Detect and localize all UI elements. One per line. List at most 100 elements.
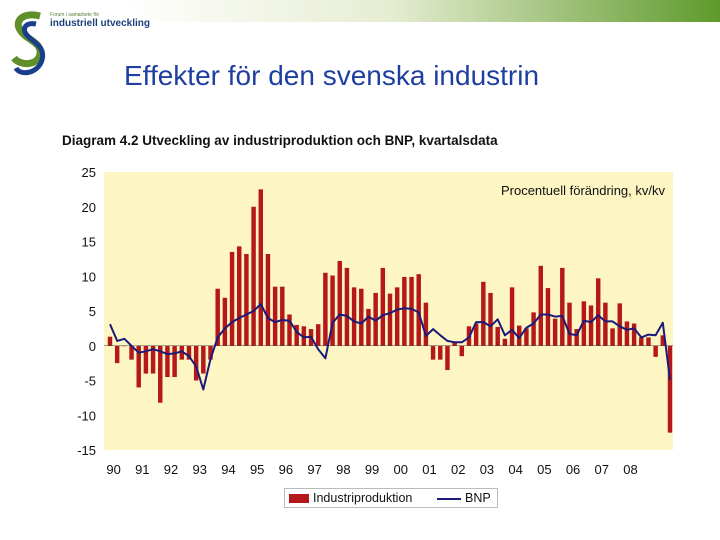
bar-industriproduktion — [624, 321, 630, 346]
x-tick-label: 92 — [164, 462, 178, 477]
x-tick-label: 07 — [595, 462, 609, 477]
bar-industriproduktion — [495, 326, 500, 346]
y-tick-label: 0 — [89, 339, 96, 354]
bar-industriproduktion — [373, 292, 378, 346]
logo-name: industriell utveckling — [50, 18, 151, 29]
bar-industriproduktion — [552, 318, 558, 346]
bar-industriproduktion — [337, 260, 342, 346]
bar-industriproduktion — [208, 345, 213, 360]
y-tick-label: 10 — [82, 269, 96, 284]
bar-industriproduktion — [222, 297, 228, 346]
y-tick-label: -5 — [84, 374, 96, 389]
bar-industriproduktion — [560, 267, 565, 346]
bar-industriproduktion — [660, 335, 666, 346]
y-tick-label: 15 — [82, 235, 96, 250]
bar-industriproduktion — [158, 345, 163, 403]
line-series-bnp — [109, 303, 671, 391]
bar-industriproduktion — [229, 251, 235, 346]
bar-industriproduktion — [430, 345, 436, 360]
bar-industriproduktion — [380, 267, 386, 346]
x-tick-label: 94 — [221, 462, 235, 477]
y-tick-label: -15 — [77, 443, 96, 458]
bar-industriproduktion — [315, 324, 321, 346]
bar-industriproduktion — [502, 338, 508, 346]
chart-annotation: Procentuell förändring, kv/kv — [501, 183, 666, 198]
bar-industriproduktion — [617, 303, 622, 346]
bar-industriproduktion — [323, 272, 328, 346]
bar-industriproduktion — [581, 301, 587, 346]
y-tick-label: 25 — [82, 165, 96, 180]
bar-industriproduktion — [473, 323, 479, 346]
bar-industriproduktion — [445, 345, 450, 371]
bar-industriproduktion — [387, 293, 393, 346]
bar-industriproduktion — [366, 308, 371, 346]
x-tick-label: 04 — [508, 462, 522, 477]
legend-label-industriproduktion: Industriproduktion — [313, 491, 413, 505]
bar-industriproduktion — [653, 345, 658, 357]
bar-industriproduktion — [201, 345, 206, 374]
bar-industriproduktion — [423, 302, 429, 346]
bar-industriproduktion — [517, 325, 522, 346]
bar-industriproduktion — [416, 274, 421, 346]
bar-industriproduktion — [129, 345, 134, 360]
x-tick-label: 08 — [623, 462, 637, 477]
bar-industriproduktion — [359, 288, 364, 346]
bar-industriproduktion — [481, 281, 486, 346]
bar-industriproduktion — [459, 345, 465, 357]
legend-swatch-industriproduktion — [289, 494, 309, 503]
bar-industriproduktion — [639, 337, 644, 346]
bar-industriproduktion — [193, 345, 199, 381]
bar-industriproduktion — [488, 292, 493, 346]
bar-industriproduktion — [610, 328, 615, 346]
x-tick-label: 06 — [566, 462, 580, 477]
x-tick-label: 91 — [135, 462, 149, 477]
bar-industriproduktion — [538, 265, 543, 346]
logo-mark — [11, 11, 46, 76]
bar-industriproduktion — [631, 323, 637, 346]
bar-industriproduktion — [136, 345, 141, 388]
x-tick-label: 05 — [537, 462, 551, 477]
x-tick-label: 98 — [336, 462, 350, 477]
bar-industriproduktion — [280, 286, 285, 346]
x-tick-label: 97 — [307, 462, 321, 477]
bar-industriproduktion — [258, 189, 263, 346]
bar-industriproduktion — [545, 288, 551, 346]
bar-industriproduktion — [646, 337, 651, 346]
bar-industriproduktion — [272, 286, 278, 346]
legend: Industriproduktion BNP — [284, 488, 498, 508]
x-tick-label: 00 — [394, 462, 408, 477]
bar-industriproduktion — [294, 324, 299, 346]
bar-industriproduktion — [567, 302, 572, 346]
legend-label-bnp: BNP — [465, 491, 491, 505]
bar-industriproduktion — [452, 341, 457, 346]
x-tick-label: 96 — [279, 462, 293, 477]
x-tick-label: 02 — [451, 462, 465, 477]
bar-industriproduktion — [603, 302, 608, 346]
bar-industriproduktion — [351, 287, 357, 346]
bar-industriproduktion — [402, 276, 407, 346]
bar-industriproduktion — [244, 254, 249, 346]
bar-industriproduktion — [143, 345, 149, 374]
x-tick-label: 95 — [250, 462, 264, 477]
x-tick-label: 93 — [193, 462, 207, 477]
slide-title: Effekter för den svenska industrin — [124, 60, 540, 91]
bar-industriproduktion — [524, 328, 529, 346]
chart-title: Diagram 4.2 Utveckling av industriproduk… — [62, 133, 498, 148]
bar-industriproduktion — [394, 287, 400, 346]
bar-industriproduktion — [237, 246, 242, 346]
y-tick-label: -10 — [77, 408, 96, 423]
bar-industriproduktion — [172, 345, 177, 378]
x-tick-label: 01 — [422, 462, 436, 477]
x-tick-label: 03 — [480, 462, 494, 477]
y-tick-label: 5 — [89, 304, 96, 319]
bar-industriproduktion — [301, 326, 307, 346]
bar-industriproduktion — [588, 305, 594, 346]
x-tick-label: 90 — [106, 462, 120, 477]
bar-industriproduktion — [150, 345, 156, 374]
bar-industriproduktion — [287, 314, 292, 346]
legend-swatch-bnp — [437, 498, 461, 500]
x-axis-ticks: 90 91 92 93 94 95 96 97 98 99 00 01 02 03 04 05 06 07 08 — [106, 462, 637, 477]
bar-industriproduktion — [265, 254, 271, 346]
y-tick-label: 20 — [82, 200, 96, 215]
